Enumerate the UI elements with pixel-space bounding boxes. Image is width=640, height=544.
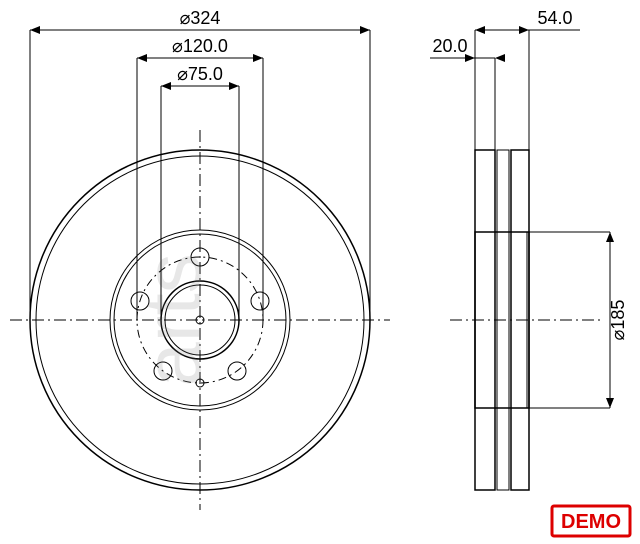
side-view [450,150,600,490]
dim-t54: 54.0 [537,8,572,28]
dim-d75: ⌀75.0 [177,64,223,84]
dim-h185: ⌀185 [608,300,628,341]
demo-text: DEMO [561,511,621,533]
demo-stamp: DEMO [552,506,630,536]
dim-d120: ⌀120.0 [172,36,228,56]
dim-d324: ⌀324 [180,8,221,28]
watermark-text: arts [128,253,217,386]
dim-t20: 20.0 [432,36,467,56]
dimensions-side-top: 54.0 20.0 [430,8,580,232]
